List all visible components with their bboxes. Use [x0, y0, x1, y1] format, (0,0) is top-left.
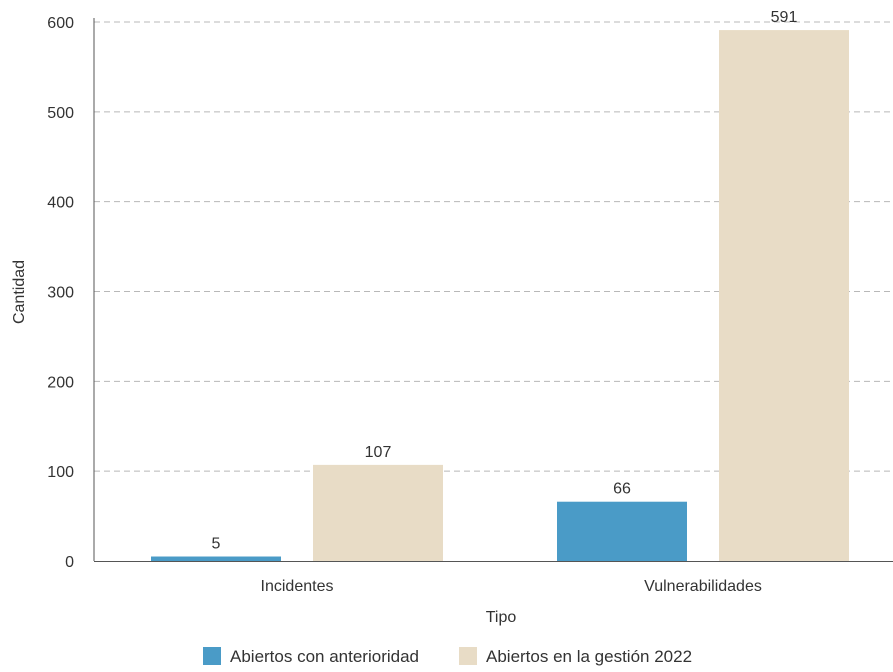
legend-label: Abiertos con anterioridad — [230, 647, 419, 666]
y-axis-label: Cantidad — [11, 260, 28, 324]
data-label: 591 — [771, 9, 798, 26]
legend-swatch — [203, 647, 221, 665]
x-tick-label: Vulnerabilidades — [644, 578, 762, 595]
x-tick-labels: Incidentes Vulnerabilidades — [261, 578, 762, 595]
bar — [151, 556, 281, 561]
y-tick-label: 300 — [47, 285, 74, 302]
legend-label: Abiertos en la gestión 2022 — [486, 647, 692, 666]
data-label: 107 — [365, 444, 392, 461]
data-label: 66 — [613, 481, 631, 498]
bar — [719, 30, 849, 561]
bar — [557, 501, 687, 561]
data-labels: 5 107 66 591 — [212, 9, 798, 552]
y-tick-label: 0 — [65, 554, 74, 571]
axes — [93, 18, 893, 562]
y-tick-label: 400 — [47, 195, 74, 212]
bars — [151, 30, 849, 561]
y-tick-label: 200 — [47, 374, 74, 391]
y-tick-label: 100 — [47, 464, 74, 481]
x-axis-label: Tipo — [486, 609, 517, 626]
legend-swatch — [459, 647, 477, 665]
x-tick-label: Incidentes — [261, 578, 334, 595]
y-tick-labels: 0 100 200 300 400 500 600 — [47, 15, 74, 571]
bar — [313, 464, 443, 561]
y-tick-label: 600 — [47, 15, 74, 32]
legend: Abiertos con anterioridad Abiertos en la … — [203, 647, 692, 666]
data-label: 5 — [212, 536, 221, 553]
y-tick-label: 500 — [47, 105, 74, 122]
